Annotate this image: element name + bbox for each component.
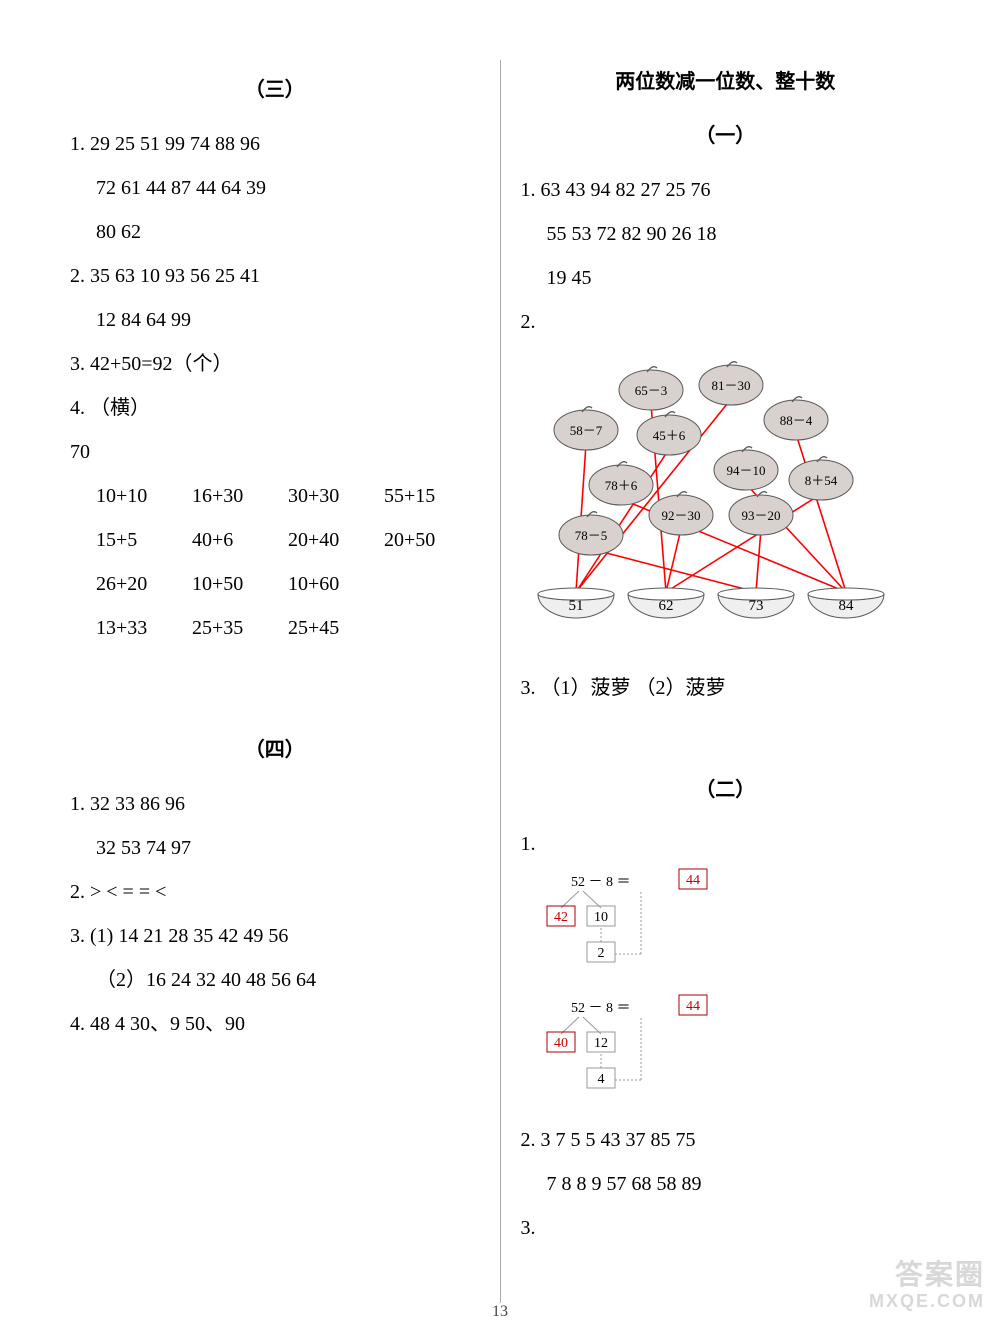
watermark-line2: MXQE.COM [869, 1291, 985, 1313]
main-title: 两位数减一位数、整十数 [521, 60, 931, 104]
sec4-q4: 4. 48 4 30、9 50、90 [70, 1002, 480, 1046]
svg-text:65－3: 65－3 [634, 383, 667, 398]
sec3-q1-row2: 72 61 44 87 44 64 39 [70, 166, 480, 210]
section-2-title: （二） [521, 768, 931, 812]
table-cell: 13+33 [96, 606, 174, 650]
sec4-q1-row2: 32 53 74 97 [70, 826, 480, 870]
sec1-diagram: 65－3 81－30 58－7 45＋6 88－4 78＋6 94－10 8＋54 92－30 9… [521, 350, 931, 656]
svg-text:78＋6: 78＋6 [604, 478, 637, 493]
sec1-q2-label: 2. [521, 300, 931, 344]
svg-text:44: 44 [686, 999, 700, 1014]
table-cell [384, 562, 462, 606]
sec4-q1: 1. 32 33 86 96 [70, 782, 480, 826]
table-cell: 30+30 [288, 474, 366, 518]
svg-text:93－20: 93－20 [741, 508, 780, 523]
table-cell: 20+50 [384, 518, 462, 562]
svg-text:73: 73 [748, 598, 763, 614]
svg-text:12: 12 [594, 1036, 608, 1051]
section-3-title: （三） [70, 68, 480, 112]
sec1-q3: 3. （1）菠萝 （2）菠萝 [521, 666, 931, 710]
svg-text:8＋54: 8＋54 [804, 473, 837, 488]
sec1-q1: 1. 63 43 94 82 27 25 76 [521, 168, 931, 212]
table-cell: 16+30 [192, 474, 270, 518]
row: 32 33 86 96 [90, 793, 185, 815]
sec3-table: 10+1016+3030+3055+1515+540+620+4020+5026… [70, 474, 480, 650]
svg-text:52 － 8 ＝: 52 － 8 ＝ [571, 1001, 631, 1016]
watermark-line1: 答案圈 [869, 1258, 985, 1292]
watermark: 答案圈 MXQE.COM [869, 1258, 985, 1313]
sec3-q3: 3. 42+50=92（个） [70, 342, 480, 386]
table-row: 26+20 10+50 10+60 [96, 562, 480, 606]
right-column: 两位数减一位数、整十数 （一） 1. 63 43 94 82 27 25 76 … [501, 60, 951, 1303]
table-cell: 10+60 [288, 562, 366, 606]
table-cell: 40+6 [192, 518, 270, 562]
sec3-q1-row3: 80 62 [70, 210, 480, 254]
svg-text:10: 10 [594, 910, 608, 925]
sec3-q2: 2. 35 63 10 93 56 25 41 [70, 254, 480, 298]
svg-text:44: 44 [686, 873, 700, 888]
row: (1) 14 21 28 35 42 49 56 [90, 925, 288, 947]
table-cell: 26+20 [96, 562, 174, 606]
label: 1. [70, 793, 85, 815]
table-row: 13+33 25+35 25+45 [96, 606, 480, 650]
svg-text:40: 40 [554, 1036, 568, 1051]
row: 29 25 51 99 74 88 96 [90, 133, 260, 155]
sec1-q1-row3: 19 45 [521, 256, 931, 300]
svg-text:42: 42 [554, 910, 568, 925]
sec2-q3-label: 3. [521, 1206, 931, 1250]
sec1-q1-row2: 55 53 72 82 90 26 18 [521, 212, 931, 256]
label: 1. [70, 133, 85, 155]
label: 2. [521, 1129, 536, 1151]
page-number: 13 [492, 1303, 508, 1321]
table-cell: 10+10 [96, 474, 174, 518]
table-cell: 25+35 [192, 606, 270, 650]
svg-text:84: 84 [838, 598, 854, 614]
svg-text:4: 4 [597, 1072, 604, 1087]
label: 3. [70, 925, 85, 947]
table-row: 10+10 16+30 30+30 55+15 [96, 474, 480, 518]
svg-text:78－5: 78－5 [574, 528, 607, 543]
svg-text:45＋6: 45＋6 [652, 428, 685, 443]
sec4-q3-row2: （2）16 24 32 40 48 56 64 [70, 958, 480, 1002]
sec3-q4b: 70 [70, 430, 480, 474]
equation-diagram: 52 － 8 ＝ 44 40 12 4 [531, 992, 731, 1118]
svg-text:94－10: 94－10 [726, 463, 765, 478]
table-cell: 15+5 [96, 518, 174, 562]
sec3-q4a: 4. （横） [70, 386, 480, 430]
section-1-title: （一） [521, 114, 931, 158]
left-column: （三） 1. 29 25 51 99 74 88 96 72 61 44 87 … [50, 60, 501, 1303]
sec2-q2: 2. 3 7 5 5 43 37 85 75 [521, 1118, 931, 1162]
svg-text:2: 2 [597, 946, 604, 961]
row: 3 7 5 5 43 37 85 75 [541, 1129, 696, 1151]
svg-text:88－4: 88－4 [779, 413, 812, 428]
sec2-q1-label: 1. [521, 822, 931, 866]
svg-text:62: 62 [658, 598, 673, 614]
table-cell: 25+45 [288, 606, 366, 650]
table-cell: 55+15 [384, 474, 462, 518]
svg-text:51: 51 [568, 598, 583, 614]
sec4-q2: 2. > < = = < [70, 870, 480, 914]
svg-text:52 － 8 ＝: 52 － 8 ＝ [571, 875, 631, 890]
row: 63 43 94 82 27 25 76 [541, 179, 711, 201]
row: 35 63 10 93 56 25 41 [90, 265, 260, 287]
svg-text:58－7: 58－7 [569, 423, 602, 438]
equation-diagram: 52 － 8 ＝ 44 42 10 2 [531, 866, 731, 992]
sec2-eq-diagrams: 52 － 8 ＝ 44 42 10 2 52 － 8 ＝ 44 40 12 4 [521, 866, 931, 1118]
table-cell: 10+50 [192, 562, 270, 606]
matching-diagram-svg: 65－3 81－30 58－7 45＋6 88－4 78＋6 94－10 8＋54 92－30 9… [521, 350, 911, 640]
svg-text:81－30: 81－30 [711, 378, 750, 393]
table-cell [384, 606, 462, 650]
sec2-q2-row2: 7 8 8 9 57 68 58 89 [521, 1162, 931, 1206]
label: 2. [70, 265, 85, 287]
table-cell: 20+40 [288, 518, 366, 562]
sec4-q3: 3. (1) 14 21 28 35 42 49 56 [70, 914, 480, 958]
sec3-q2-row2: 12 84 64 99 [70, 298, 480, 342]
label: 1. [521, 179, 536, 201]
sec3-q1: 1. 29 25 51 99 74 88 96 [70, 122, 480, 166]
table-row: 15+5 40+6 20+40 20+50 [96, 518, 480, 562]
svg-text:92－30: 92－30 [661, 508, 700, 523]
section-4-title: （四） [70, 728, 480, 772]
